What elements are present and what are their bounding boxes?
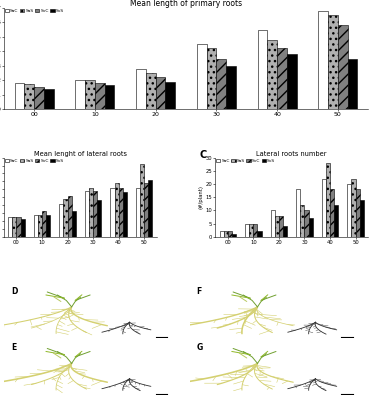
Bar xyxy=(347,184,352,237)
Bar xyxy=(155,77,165,109)
Legend: SaC, SaS, SvC, SvS: SaC, SaS, SvC, SvS xyxy=(4,8,64,14)
Bar xyxy=(207,48,217,109)
Bar xyxy=(277,48,287,109)
Text: F: F xyxy=(197,287,202,296)
Bar xyxy=(275,216,279,237)
Bar xyxy=(258,30,267,109)
Bar xyxy=(249,224,253,237)
Title: Lateral roots number: Lateral roots number xyxy=(256,150,327,156)
Bar xyxy=(140,164,144,237)
Bar xyxy=(123,192,127,237)
Legend: SaC, SaS, SvC, SvS: SaC, SaS, SvC, SvS xyxy=(4,158,64,163)
Text: G: G xyxy=(197,343,203,352)
Bar xyxy=(97,200,101,237)
Bar xyxy=(12,217,16,237)
Bar xyxy=(95,83,105,109)
Bar xyxy=(105,85,114,109)
Bar xyxy=(328,15,338,109)
Title: Mean length of primary roots: Mean length of primary roots xyxy=(130,0,242,8)
Bar xyxy=(38,214,42,237)
Bar xyxy=(217,58,226,109)
Bar xyxy=(20,219,25,237)
Bar xyxy=(136,188,140,237)
Bar xyxy=(300,205,304,237)
Bar xyxy=(347,58,357,109)
Text: E: E xyxy=(11,343,16,352)
Bar xyxy=(267,40,277,109)
Bar xyxy=(68,196,72,237)
Bar xyxy=(144,183,148,237)
Bar xyxy=(279,216,283,237)
Bar xyxy=(224,232,228,237)
Bar xyxy=(85,191,89,237)
Bar xyxy=(110,188,115,237)
Title: Mean lenght of lateral roots: Mean lenght of lateral roots xyxy=(34,150,127,156)
Bar xyxy=(245,224,249,237)
Bar xyxy=(76,80,85,109)
Bar xyxy=(44,89,54,109)
Bar xyxy=(146,73,155,109)
Bar xyxy=(8,217,12,237)
Bar xyxy=(304,210,308,237)
Bar xyxy=(165,82,175,109)
Bar xyxy=(296,189,300,237)
Bar xyxy=(197,44,207,109)
Bar xyxy=(119,188,123,237)
Bar xyxy=(16,217,20,237)
Bar xyxy=(322,179,326,237)
Text: C: C xyxy=(200,150,207,160)
Bar xyxy=(34,214,38,237)
Bar xyxy=(136,69,146,109)
Bar xyxy=(115,183,119,237)
Bar xyxy=(253,224,257,237)
Bar xyxy=(330,189,334,237)
Bar xyxy=(232,234,236,237)
Bar xyxy=(271,210,275,237)
Y-axis label: (#/plant): (#/plant) xyxy=(199,185,204,209)
Bar xyxy=(85,80,95,109)
Bar xyxy=(46,215,50,237)
Bar xyxy=(148,180,152,237)
Bar xyxy=(25,84,34,109)
Bar xyxy=(228,232,232,237)
Legend: SaC, SaS, SvC, SvS: SaC, SaS, SvC, SvS xyxy=(215,158,276,163)
Bar xyxy=(220,232,224,237)
Bar xyxy=(352,179,356,237)
Bar xyxy=(34,88,44,109)
Text: D: D xyxy=(11,287,17,296)
Bar xyxy=(326,163,330,237)
Bar xyxy=(283,226,287,237)
Bar xyxy=(318,11,328,109)
Bar xyxy=(60,204,64,237)
Bar xyxy=(72,212,76,237)
Bar xyxy=(42,212,46,237)
Bar xyxy=(308,218,312,237)
Bar xyxy=(93,191,97,237)
Bar xyxy=(64,199,68,237)
Bar xyxy=(89,188,93,237)
Bar xyxy=(287,54,296,109)
Bar xyxy=(360,200,364,237)
Bar xyxy=(226,66,236,109)
Bar xyxy=(338,25,347,109)
Bar xyxy=(334,205,338,237)
Bar xyxy=(15,83,25,109)
Bar xyxy=(356,189,360,237)
Bar xyxy=(257,232,262,237)
